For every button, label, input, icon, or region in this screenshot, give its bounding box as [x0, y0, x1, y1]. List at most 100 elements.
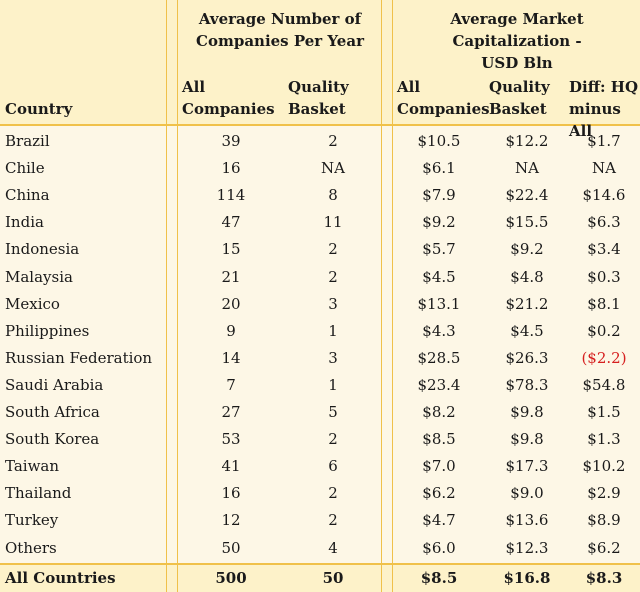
row-diff: $54.8 [582, 375, 626, 394]
column-divider [392, 0, 393, 592]
row-all-companies: 16 [221, 484, 241, 503]
header-quality-basket: Quality Basket [288, 78, 349, 118]
row-diff: $2.9 [587, 484, 621, 503]
row-mcap-all: $6.0 [422, 538, 456, 557]
row-mcap-all: $6.2 [422, 484, 456, 503]
row-mcap-all: $28.5 [417, 348, 461, 367]
row-all-companies: 47 [221, 213, 241, 232]
row-mcap-quality: $21.2 [505, 294, 549, 313]
row-mcap-quality: $22.4 [505, 186, 549, 205]
row-diff: ($2.2) [581, 348, 627, 367]
header-mcap-all-companies: All Companies [397, 78, 490, 118]
group-header-mcap: Average Market Capitalization - USD Bln [450, 10, 584, 72]
row-country: Turkey [5, 511, 59, 530]
row-quality-basket: NA [321, 159, 345, 178]
row-mcap-quality: $9.2 [510, 240, 544, 259]
row-diff: $6.3 [587, 213, 621, 232]
row-country: Russian Federation [5, 348, 153, 367]
header-country: Country [5, 100, 73, 118]
row-all-companies: 7 [226, 375, 236, 394]
total-divider [0, 563, 640, 565]
row-all-companies: 53 [221, 430, 241, 449]
column-divider [177, 0, 178, 592]
row-mcap-quality: $13.6 [505, 511, 549, 530]
row-quality-basket: 2 [328, 132, 338, 150]
row-diff: $3.4 [587, 240, 621, 259]
row-quality-basket: 1 [328, 321, 338, 340]
total-all-companies: 500 [215, 569, 247, 587]
row-mcap-quality: $9.8 [510, 403, 544, 421]
row-all-companies: 16 [221, 159, 241, 178]
row-all-companies: 15 [221, 240, 241, 259]
row-mcap-all: $6.1 [422, 159, 456, 178]
row-country: Saudi Arabia [5, 375, 104, 394]
row-diff: NA [592, 159, 616, 178]
row-mcap-all: $4.7 [422, 511, 456, 530]
row-mcap-all: $7.0 [422, 457, 456, 476]
total-diff: $8.3 [585, 569, 623, 587]
row-mcap-all: $7.9 [422, 186, 456, 205]
row-mcap-quality: $15.5 [505, 213, 549, 232]
row-diff: $10.2 [582, 457, 626, 476]
row-all-companies: 14 [221, 348, 241, 367]
column-divider [381, 0, 382, 592]
row-mcap-quality: $9.8 [510, 430, 544, 449]
header-background [0, 0, 640, 126]
row-quality-basket: 2 [328, 240, 338, 259]
row-quality-basket: 3 [328, 294, 338, 313]
row-diff: $1.5 [587, 403, 621, 421]
row-country: Indonesia [5, 240, 80, 259]
header-divider [0, 124, 640, 126]
row-mcap-quality: $17.3 [505, 457, 549, 476]
row-country: Thailand [5, 484, 72, 503]
row-diff: $1.7 [587, 132, 621, 150]
row-mcap-all: $8.2 [422, 403, 456, 421]
row-mcap-all: $5.7 [422, 240, 456, 259]
row-all-companies: 50 [221, 538, 241, 557]
row-all-companies: 12 [221, 511, 241, 530]
header-diff: Diff: HQ minus All [569, 78, 639, 140]
row-quality-basket: 2 [328, 267, 338, 286]
row-country: Malaysia [5, 267, 73, 286]
row-mcap-all: $13.1 [417, 294, 461, 313]
column-divider [166, 0, 167, 592]
row-mcap-quality: NA [515, 159, 539, 178]
row-diff: $6.2 [587, 538, 621, 557]
row-country: Taiwan [5, 457, 60, 476]
row-diff: $1.3 [587, 430, 621, 449]
row-mcap-quality: $12.2 [505, 132, 549, 150]
row-mcap-quality: $4.5 [510, 321, 544, 340]
row-country: Chile [5, 159, 45, 178]
total-mcap-quality: $16.8 [503, 569, 551, 587]
row-mcap-quality: $9.0 [510, 484, 544, 503]
row-all-companies: 9 [226, 321, 236, 340]
total-country: All Countries [5, 569, 116, 587]
row-all-companies: 27 [221, 403, 241, 421]
row-mcap-quality: $4.8 [510, 267, 544, 286]
row-quality-basket: 5 [328, 403, 338, 421]
row-country: India [5, 213, 44, 232]
row-country: Mexico [5, 294, 60, 313]
row-quality-basket: 1 [328, 375, 338, 394]
row-country: Others [5, 538, 57, 557]
row-country: South Africa [5, 403, 100, 421]
row-mcap-all: $8.5 [422, 430, 456, 449]
row-quality-basket: 11 [323, 213, 343, 232]
row-quality-basket: 8 [328, 186, 338, 205]
row-country: China [5, 186, 50, 205]
total-mcap-all: $8.5 [420, 569, 458, 587]
row-quality-basket: 6 [328, 457, 338, 476]
row-mcap-quality: $78.3 [505, 375, 549, 394]
row-diff: $0.3 [587, 267, 621, 286]
header-mcap-quality-basket: Quality Basket [489, 78, 550, 118]
row-all-companies: 41 [221, 457, 241, 476]
total-quality-basket: 50 [322, 569, 344, 587]
row-country: Philippines [5, 321, 90, 340]
row-mcap-quality: $26.3 [505, 348, 549, 367]
row-mcap-all: $9.2 [422, 213, 456, 232]
row-mcap-all: $4.3 [422, 321, 456, 340]
group-header-count: Average Number of Companies Per Year [196, 10, 364, 50]
row-all-companies: 39 [221, 132, 241, 150]
row-mcap-all: $10.5 [417, 132, 461, 150]
